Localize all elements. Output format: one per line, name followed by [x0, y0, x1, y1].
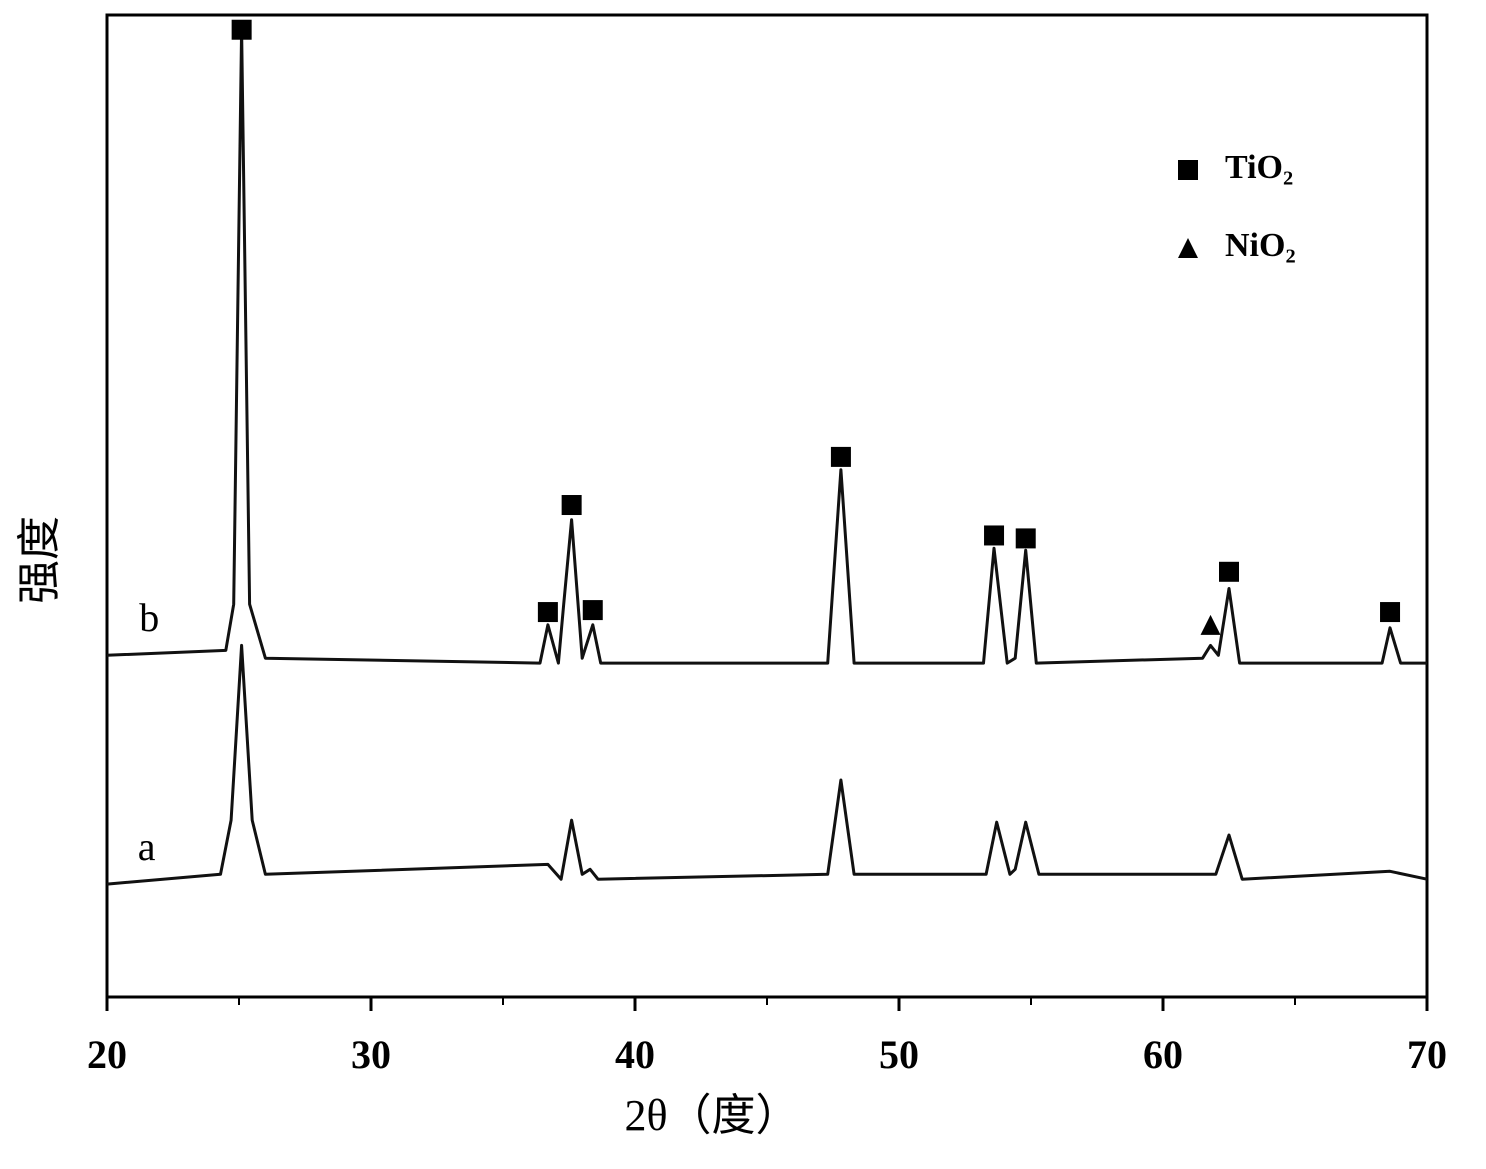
x-tick-label: 70	[1407, 1032, 1447, 1077]
peak-marker	[583, 600, 603, 620]
legend-symbol	[1178, 160, 1198, 180]
legend-label: NiO₂	[1225, 227, 1296, 264]
legend-symbol	[1178, 238, 1198, 258]
curve-label: b	[139, 595, 159, 640]
x-axis-label: 2θ（度）	[624, 1091, 799, 1140]
peak-marker	[562, 495, 582, 515]
peak-marker	[232, 20, 252, 40]
x-tick-label: 60	[1143, 1032, 1183, 1077]
curve-label: a	[138, 824, 156, 869]
legend-label: TiO₂	[1225, 149, 1293, 186]
x-tick-label: 40	[615, 1032, 655, 1077]
peak-marker	[1380, 602, 1400, 622]
y-axis-label: 强度	[15, 516, 64, 604]
x-tick-label: 20	[87, 1032, 127, 1077]
peak-marker	[1201, 615, 1221, 635]
x-tick-label: 30	[351, 1032, 391, 1077]
peak-marker	[984, 525, 1004, 545]
chart: 2θ（度） 强度 20 30 40 50 60 70 a b TiO₂ NiO₂	[0, 0, 1486, 1169]
peak-marker	[538, 602, 558, 622]
peak-marker	[831, 447, 851, 467]
xrd-curve	[107, 645, 1427, 884]
peak-marker	[1016, 528, 1036, 548]
peak-marker	[1219, 562, 1239, 582]
x-tick-label: 50	[879, 1032, 919, 1077]
